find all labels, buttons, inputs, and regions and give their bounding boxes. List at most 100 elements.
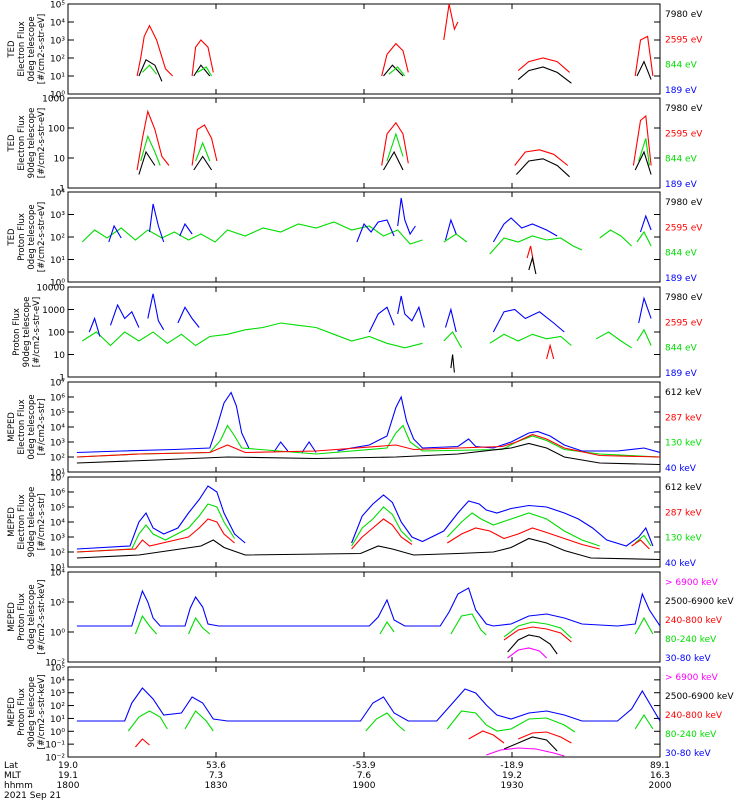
panel-frame xyxy=(67,286,661,378)
series-line xyxy=(492,308,565,333)
series-line xyxy=(351,494,654,547)
legend-entry: 7980 eV xyxy=(665,10,703,20)
y-tick-label: 10⁴ xyxy=(50,19,65,29)
legend-entry: 30-80 keV xyxy=(665,749,711,759)
y-tick-label: 10⁻² xyxy=(45,659,65,669)
series-line xyxy=(368,306,395,333)
series-line xyxy=(179,222,193,237)
x-tick-lat: 53.6 xyxy=(206,761,226,771)
x-tick-lat: -53.9 xyxy=(352,761,376,771)
series-line xyxy=(193,155,213,171)
y-tick-label: 10³ xyxy=(50,689,65,699)
panel-series xyxy=(136,4,654,84)
series-line xyxy=(636,60,652,80)
y-tick-label: 10¹ xyxy=(50,469,65,479)
series-line xyxy=(195,141,211,162)
series-line xyxy=(356,219,395,243)
series-line xyxy=(76,518,235,553)
series-line xyxy=(468,730,505,744)
y-tick-label: 10⁴ xyxy=(50,676,65,686)
y-tick-label: 10³ xyxy=(50,211,65,221)
series-line xyxy=(193,64,211,77)
y-axis-title-line: Proton Flux xyxy=(17,213,27,261)
legend-entry: 2500-6900 keV xyxy=(665,597,734,607)
y-tick-label: 10² xyxy=(50,549,65,559)
series-line xyxy=(599,229,632,247)
series-line xyxy=(450,613,487,636)
x-tick-hhmm: 1900 xyxy=(353,781,376,791)
series-line xyxy=(443,331,462,349)
legend-entry: 189 eV xyxy=(665,86,698,96)
series-line xyxy=(381,42,409,77)
series-line xyxy=(515,158,570,178)
y-axis-title-line: Electron Flux xyxy=(17,115,27,170)
series-line xyxy=(636,230,652,247)
series-line xyxy=(517,731,572,744)
legend-entry: 844 eV xyxy=(665,61,698,71)
y-tick-label: 10⁴ xyxy=(50,189,65,199)
y-axis-title-line: MEPED xyxy=(7,697,17,727)
series-line xyxy=(76,485,246,550)
legend-entry: 7980 eV xyxy=(665,198,703,208)
y-tick-label: 10 xyxy=(54,351,66,361)
y-axis-title-line: [#/cm2-s-str-eV] xyxy=(32,297,42,367)
panel-frame xyxy=(67,571,661,663)
series-line xyxy=(88,316,101,337)
series-line xyxy=(191,124,218,166)
series-line xyxy=(528,255,537,275)
y-tick-label: 100 xyxy=(48,329,65,339)
series-line xyxy=(489,333,572,346)
series-line xyxy=(76,442,660,466)
series-line xyxy=(489,235,583,255)
y-tick-label: 10¹ xyxy=(50,256,65,266)
y-tick-label: 10⁻¹ xyxy=(45,741,65,751)
series-line xyxy=(142,64,158,75)
series-line xyxy=(273,441,289,453)
panel-7: 10⁴ 10² 10⁰ 10⁻² MEPED Proton Flux 0deg telesc… xyxy=(7,569,734,669)
series-line xyxy=(517,66,572,84)
y-tick-label: 10⁵ xyxy=(50,664,65,674)
panel-series xyxy=(136,109,652,178)
panel-series xyxy=(76,687,660,757)
y-tick-label: 10⁰ xyxy=(50,629,65,639)
y-tick-label: 100 xyxy=(48,125,65,135)
series-line xyxy=(450,354,455,373)
series-line xyxy=(351,518,413,550)
y-axis-title-line: Proton Flux xyxy=(12,308,22,356)
series-line xyxy=(76,687,660,722)
panel-frame xyxy=(67,191,661,283)
y-tick-label: 10² xyxy=(50,599,65,609)
panel-2: 1000 100 10 1 TED Electron Flux 90deg telescop… xyxy=(7,95,703,195)
y-axis-title-line: [#/cm2-s-str] xyxy=(37,399,47,456)
legend-entry: 130 keV xyxy=(665,534,702,544)
series-line xyxy=(446,512,600,547)
x-row-label-mlt: MLT xyxy=(4,771,22,781)
x-tick-mlt: 7.3 xyxy=(209,771,223,781)
legend-entry: 240-800 keV xyxy=(665,616,723,626)
y-tick-label: 10² xyxy=(50,55,65,65)
series-line xyxy=(503,626,572,643)
legend-entry: 844 eV xyxy=(665,344,698,354)
series-line xyxy=(634,616,654,635)
y-axis-title-line: Proton Flux xyxy=(17,593,27,641)
panel-1: 10⁵ 10⁴ 10³ 10² 10¹ 10⁰ TED Electron Flux 0deg t… xyxy=(7,1,703,101)
x-row-label-lat: Lat xyxy=(4,761,19,771)
y-axis-title-line: TED xyxy=(7,134,17,153)
x-tick-lat: 89.1 xyxy=(650,761,670,771)
y-tick-label: 1 xyxy=(59,185,65,195)
series-line xyxy=(138,150,156,175)
series-line xyxy=(492,217,558,243)
legend-entry: 7980 eV xyxy=(665,293,703,303)
y-tick-label: 10² xyxy=(50,454,65,464)
y-axis-title-line: MEPED xyxy=(7,507,17,537)
series-line xyxy=(503,736,558,752)
legend-entry: 7980 eV xyxy=(665,104,703,114)
y-tick-label: 10² xyxy=(50,234,65,244)
x-tick-hhmm: 2000 xyxy=(649,781,672,791)
series-line xyxy=(514,149,569,166)
panel-series xyxy=(76,485,660,561)
series-line xyxy=(365,712,406,732)
legend-entry: 287 keV xyxy=(665,413,702,423)
y-tick-label: 10⁵ xyxy=(50,504,65,514)
